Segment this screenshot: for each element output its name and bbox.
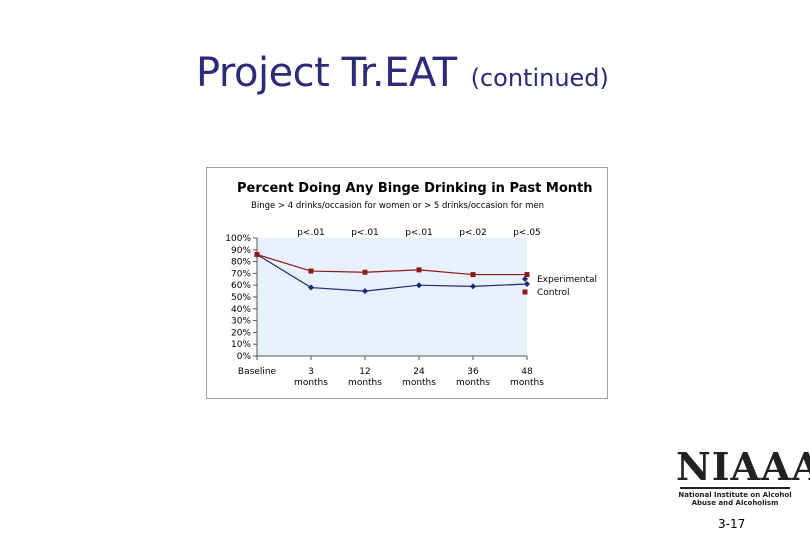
x-tick-label: months	[456, 378, 490, 388]
control-series-line	[256, 253, 527, 276]
p-value-label: p<.01	[351, 228, 379, 238]
p-value-label: p<.02	[459, 228, 487, 238]
y-tick-label: 40%	[231, 305, 251, 315]
experimental-legend-label: Experimental	[537, 275, 597, 285]
y-tick-label: 70%	[231, 269, 251, 279]
y-axis: 100% 90% 80%70% 60% 50% 40% 30%20% 10% 0%	[225, 234, 258, 362]
x-tick-label: 36	[467, 367, 479, 377]
x-tick-label: 12	[359, 367, 370, 377]
series-layer	[254, 251, 530, 295]
experimental-point	[524, 281, 530, 288]
x-tick-label: months	[294, 378, 328, 388]
niaaa-logo: NIAAA National Institute on Alcohol Abus…	[676, 444, 810, 508]
logo-divider	[680, 487, 790, 489]
logo-line-2: Abuse and Alcoholism	[691, 499, 779, 507]
control-point	[524, 272, 530, 278]
chart-frame: Percent Doing Any Binge Drinking in Past…	[206, 167, 608, 399]
logo-line-1: National Institute on Alcohol	[678, 491, 792, 499]
control-point	[416, 267, 422, 273]
x-tick-label: 48	[521, 367, 533, 377]
control-legend-label: Control	[537, 288, 570, 298]
control-legend-swatch	[522, 289, 528, 295]
x-tick-label: Baseline	[238, 367, 277, 377]
page-number: 3-17	[718, 517, 746, 531]
plot-area	[257, 238, 527, 356]
y-tick-label: 60%	[231, 281, 251, 291]
experimental-series-line	[256, 254, 528, 292]
y-tick-label: 0%	[237, 352, 252, 362]
p-value-label: p<.05	[513, 228, 541, 238]
x-axis: Baseline 3months12months24months36months4…	[238, 355, 544, 388]
x-tick-label: 3	[308, 367, 314, 377]
control-point	[362, 269, 368, 275]
x-tick-label: months	[510, 378, 544, 388]
x-tick-label: months	[348, 378, 382, 388]
x-tick-label: 24	[413, 367, 425, 377]
control-point	[254, 252, 260, 258]
experimental-legend-swatch	[522, 276, 528, 282]
x-tick-label: months	[402, 378, 436, 388]
p-value-label: p<.01	[405, 228, 433, 238]
experimental-point	[470, 283, 476, 290]
p-value-labels: p<.01 p<.01 p<.01 p<.02 p<.05	[297, 228, 541, 238]
experimental-point	[416, 282, 422, 289]
y-tick-label: 20%	[231, 328, 251, 338]
experimental-point	[362, 288, 368, 295]
binge-drinking-chart: Percent Doing Any Binge Drinking in Past…	[225, 181, 597, 388]
slide-title: Project Tr.EAT (continued)	[196, 50, 609, 96]
control-point	[308, 268, 314, 274]
slide-title-subtitle: (continued)	[470, 64, 609, 92]
chart-subtitle: Binge > 4 drinks/occasion for women or >…	[251, 201, 544, 211]
y-tick-label: 30%	[231, 317, 251, 327]
y-tick-label: 50%	[231, 293, 251, 303]
chart-title: Percent Doing Any Binge Drinking in Past…	[237, 181, 592, 196]
y-tick-label: 100%	[225, 234, 251, 244]
legend: Experimental Control	[522, 275, 597, 298]
y-tick-label: 90%	[231, 246, 251, 256]
y-tick-label: 10%	[231, 340, 251, 350]
y-tick-label: 80%	[231, 258, 251, 268]
logo-word: NIAAA	[676, 444, 810, 489]
p-value-label: p<.01	[297, 228, 325, 238]
experimental-point	[308, 284, 314, 291]
control-point	[470, 272, 476, 278]
slide-title-main: Project Tr.EAT	[196, 50, 457, 96]
